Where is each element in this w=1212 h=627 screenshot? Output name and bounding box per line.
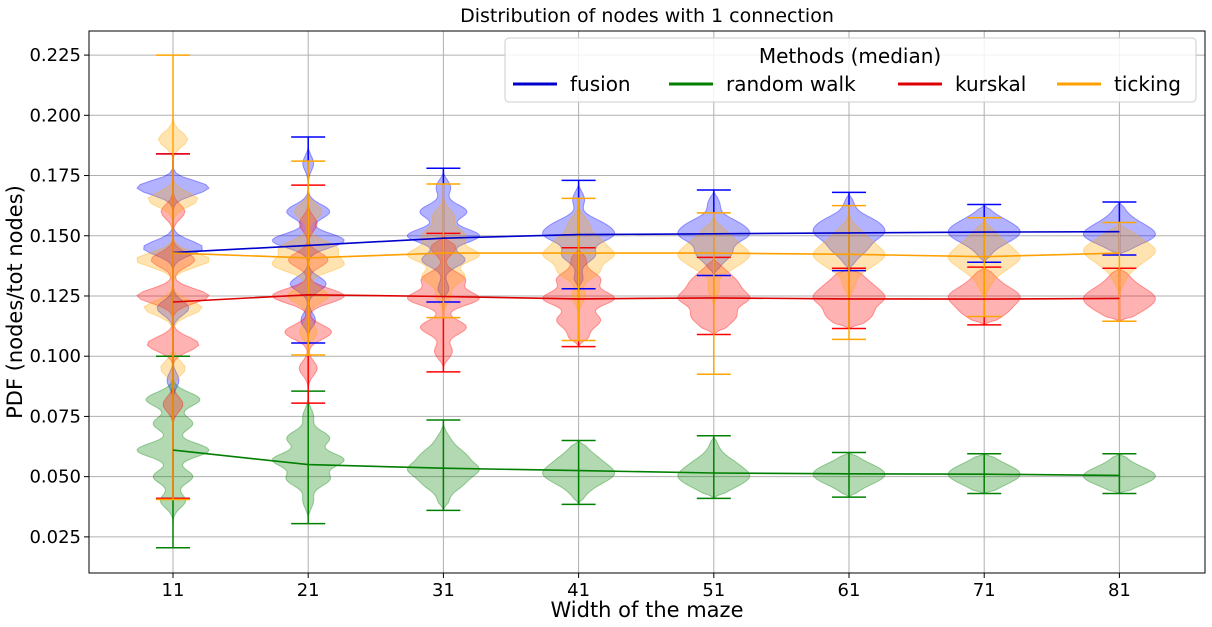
- y-tick-label: 0.025: [29, 527, 81, 548]
- x-tick-label: 51: [702, 580, 725, 601]
- legend-label-fusion: fusion: [570, 72, 631, 96]
- x-tick-label: 31: [432, 580, 455, 601]
- median-line-random-walk: [172, 449, 1120, 477]
- chart-title: Distribution of nodes with 1 connection: [460, 5, 834, 27]
- legend-box: [504, 37, 1197, 103]
- x-tick-label: 21: [297, 580, 320, 601]
- plot-frame: [88, 30, 1206, 574]
- plot-area: [89, 31, 1205, 573]
- y-tick-label: 0.075: [29, 406, 81, 427]
- y-tick-label: 0.150: [29, 226, 81, 247]
- y-tick-label: 0.050: [29, 467, 81, 488]
- x-tick-label: 71: [973, 580, 996, 601]
- y-tick-label: 0.100: [29, 346, 81, 367]
- median-line-ticking: [172, 252, 1120, 259]
- y-axis-ticks: 0.025 0.050 0.075 0.100 0.125 0.150 0.175 0.200…: [29, 45, 89, 548]
- y-axis-title: PDF (nodes/tot nodes): [3, 185, 27, 419]
- legend-label-kurskal: kurskal: [955, 72, 1026, 96]
- y-tick-label: 0.125: [29, 286, 81, 307]
- median-line-fusion: [172, 230, 1120, 254]
- legend: Methods (median) fusion random walk kurska…: [504, 37, 1197, 103]
- y-tick-label: 0.200: [29, 105, 81, 126]
- x-tick-label: 41: [567, 580, 590, 601]
- x-tick-label: 11: [162, 580, 185, 601]
- legend-items: fusion random walk kurskal ticking: [513, 72, 1181, 96]
- y-tick-label: 0.225: [29, 45, 81, 66]
- violin-extrema-bars: [156, 54, 1137, 549]
- median-line-kurskal: [172, 293, 1120, 303]
- x-axis-title: Width of the maze: [550, 598, 743, 622]
- y-tick-label: 0.175: [29, 166, 81, 187]
- legend-title: Methods (median): [759, 44, 941, 68]
- median-lines: [172, 230, 1120, 477]
- legend-label-ticking: ticking: [1114, 72, 1181, 96]
- x-tick-label: 61: [838, 580, 861, 601]
- legend-label-random-walk: random walk: [726, 72, 856, 96]
- x-axis-ticks: 11 21 31 41 51 61 71 81: [162, 573, 1131, 601]
- x-tick-label: 81: [1108, 580, 1131, 601]
